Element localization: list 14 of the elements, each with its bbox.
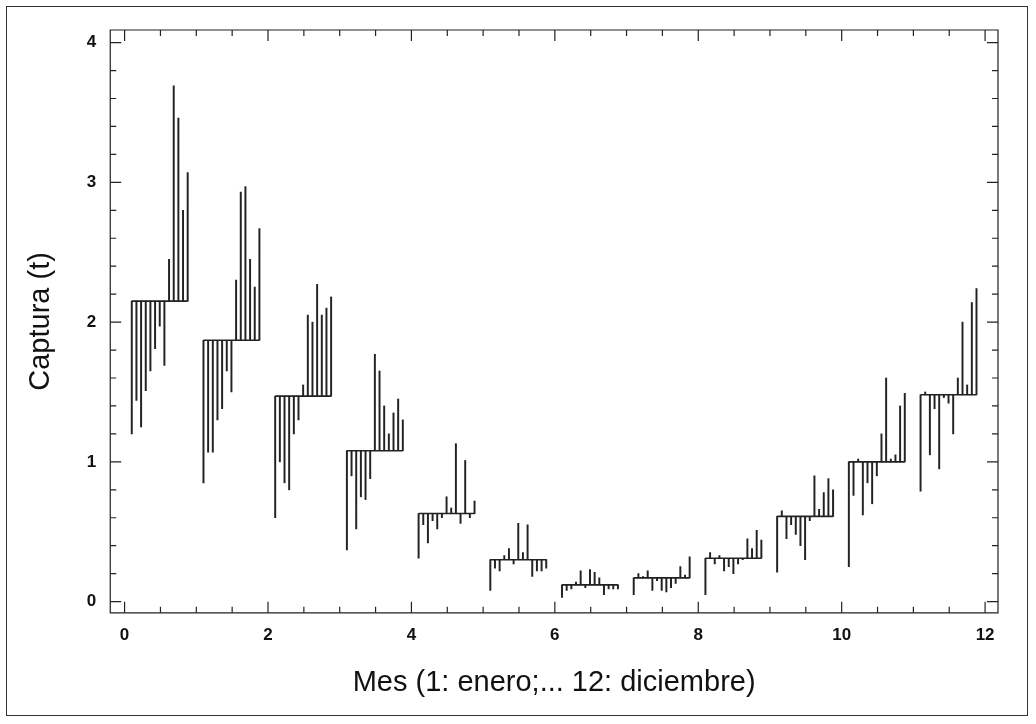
y-tick-label: 3: [86, 172, 97, 192]
x-tick-label: 4: [406, 624, 417, 644]
x-tick-label: 0: [119, 624, 130, 644]
y-axis-title: Captura (t): [23, 252, 56, 391]
y-tick-label: 2: [86, 311, 97, 331]
x-tick-label: 6: [550, 624, 560, 644]
y-tick-label: 4: [86, 32, 97, 52]
y-tick-label: 0: [86, 591, 97, 611]
y-tick-label: 1: [86, 451, 97, 471]
x-tick-label: 8: [693, 624, 703, 644]
x-tick-label: 2: [263, 624, 273, 644]
x-tick-label: 10: [832, 624, 852, 644]
x-axis-title: Mes (1: enero;... 12: diciembre): [352, 664, 756, 697]
x-tick-label: 12: [975, 624, 995, 644]
